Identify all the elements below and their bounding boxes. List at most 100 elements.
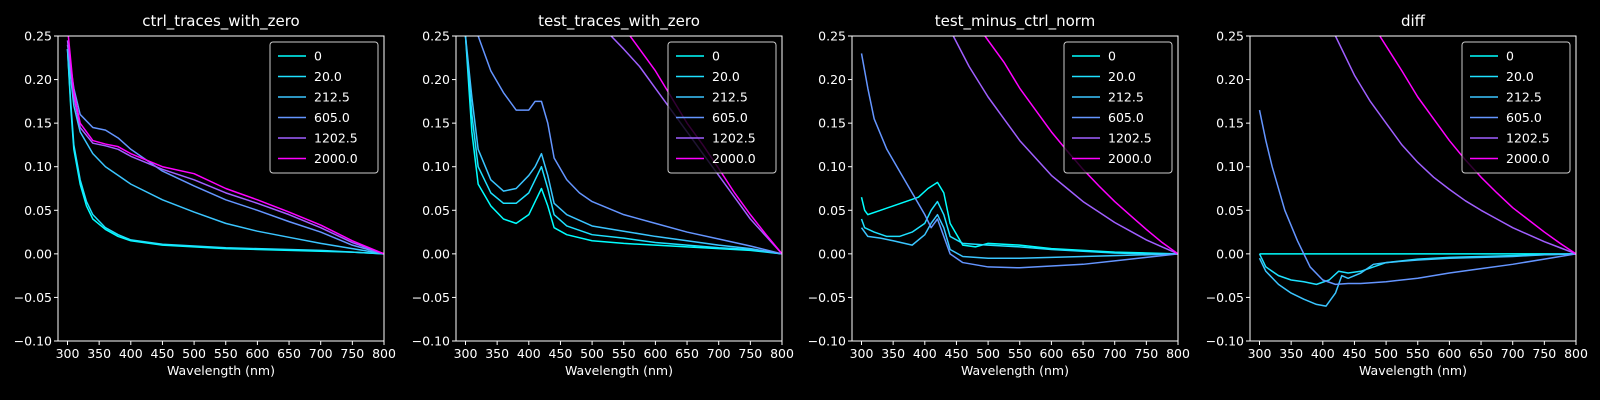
- x-tick-label: 450: [151, 346, 175, 361]
- x-tick-label: 500: [1374, 346, 1398, 361]
- x-tick-label: 350: [485, 346, 509, 361]
- legend-entry: 212.5: [314, 90, 350, 105]
- x-tick-label: 700: [1501, 346, 1525, 361]
- x-tick-label: 800: [770, 346, 794, 361]
- plot-frame: [57, 35, 385, 342]
- x-axis-label: Wavelength (nm): [961, 363, 1069, 378]
- x-tick-label: 800: [372, 346, 396, 361]
- legend-entry: 605.0: [1506, 110, 1542, 125]
- x-tick-label: 600: [1039, 346, 1063, 361]
- x-tick-label: 350: [87, 346, 111, 361]
- legend-entry: 20.0: [712, 69, 740, 84]
- y-tick-label: 0.25: [1216, 29, 1244, 44]
- y-tick-label: 0.10: [1216, 159, 1244, 174]
- plot-frame: [851, 35, 1179, 342]
- legend-entry: 2000.0: [712, 151, 756, 166]
- series-line-2000.0: [1379, 36, 1576, 255]
- legend-box: [1063, 41, 1173, 174]
- x-tick-label: 500: [182, 346, 206, 361]
- y-tick-label: 0.15: [24, 116, 52, 131]
- y-tick-label: 0.20: [818, 72, 846, 87]
- x-tick-label: 500: [976, 346, 1000, 361]
- x-tick-label: 650: [277, 346, 301, 361]
- y-tick-label: 0.00: [1216, 246, 1244, 261]
- y-tick-label: 0.10: [818, 159, 846, 174]
- x-tick-label: 400: [119, 346, 143, 361]
- legend-entry: 0: [314, 49, 322, 64]
- plot-frame: [455, 35, 783, 342]
- y-tick-label: 0.00: [818, 246, 846, 261]
- legend-entry: 20.0: [1506, 69, 1534, 84]
- chart-panel-1: 300 350 400 450 500 550 600 650 700 750 800 −0.10 −0…: [14, 12, 396, 378]
- y-tick-label: 0.10: [422, 159, 450, 174]
- series-line-20.0: [464, 36, 782, 255]
- chart-title: test_minus_ctrl_norm: [935, 12, 1096, 31]
- x-tick-label: 300: [454, 346, 478, 361]
- x-tick-label: 300: [56, 346, 80, 361]
- plot-frame: [1249, 35, 1577, 342]
- series-line-2000.0: [67, 36, 384, 255]
- y-tick-label: 0.05: [1216, 203, 1244, 218]
- series-line-0: [66, 49, 384, 255]
- legend-box: [667, 41, 777, 174]
- y-tick-label: 0.10: [24, 159, 52, 174]
- legend-entry: 0: [1506, 49, 1514, 64]
- x-tick-label: 400: [1311, 346, 1335, 361]
- series-line-0: [860, 181, 1178, 255]
- x-tick-label: 300: [850, 346, 874, 361]
- legend: 0 20.0 212.5 605.0 1202.5 2000.0: [1461, 41, 1571, 174]
- legend-entry: 212.5: [712, 90, 748, 105]
- y-tick-label: −0.05: [1206, 290, 1244, 305]
- series-line-212.5: [1258, 253, 1576, 307]
- series-line-605.0: [1258, 109, 1576, 286]
- series-line-20.0: [860, 200, 1178, 255]
- legend-entry: 2000.0: [1506, 151, 1550, 166]
- x-tick-label: 550: [1406, 346, 1430, 361]
- y-tick-label: −0.10: [1206, 334, 1244, 349]
- x-tick-label: 550: [1008, 346, 1032, 361]
- legend-entry: 605.0: [314, 110, 350, 125]
- x-tick-label: 400: [913, 346, 937, 361]
- x-tick-label: 600: [643, 346, 667, 361]
- legend-entry: 20.0: [314, 69, 342, 84]
- legend-entry: 1202.5: [1108, 131, 1152, 146]
- chart-panel-3: 300 350 400 450 500 550 600 650 700 750 800 −0.10 −0…: [808, 12, 1190, 378]
- x-tick-label: 300: [1248, 346, 1272, 361]
- x-tick-label: 800: [1564, 346, 1588, 361]
- legend: 0 20.0 212.5 605.0 1202.5 2000.0: [269, 41, 379, 174]
- x-tick-label: 700: [309, 346, 333, 361]
- x-axis-label: Wavelength (nm): [1359, 363, 1467, 378]
- series-line-20.0: [66, 49, 384, 255]
- legend-entry: 1202.5: [1506, 131, 1550, 146]
- x-tick-label: 550: [214, 346, 238, 361]
- x-tick-label: 650: [675, 346, 699, 361]
- x-tick-label: 650: [1469, 346, 1493, 361]
- series-line-212.5: [860, 213, 1178, 259]
- y-tick-label: −0.05: [14, 290, 52, 305]
- x-tick-label: 450: [945, 346, 969, 361]
- legend-entry: 0: [712, 49, 720, 64]
- x-tick-label: 350: [1279, 346, 1303, 361]
- series-line-1202.5: [1334, 36, 1576, 255]
- x-tick-label: 750: [1532, 346, 1556, 361]
- y-tick-label: 0.15: [818, 116, 846, 131]
- y-tick-label: 0.05: [24, 203, 52, 218]
- x-tick-label: 700: [707, 346, 731, 361]
- y-tick-label: 0.25: [24, 29, 52, 44]
- series-line-605.0: [477, 36, 782, 255]
- legend-entry: 1202.5: [314, 131, 358, 146]
- y-tick-label: 0.20: [1216, 72, 1244, 87]
- chart-title: test_traces_with_zero: [538, 12, 700, 31]
- legend-entry: 605.0: [1108, 110, 1144, 125]
- series-line-1202.5: [952, 36, 1178, 255]
- x-tick-label: 650: [1071, 346, 1095, 361]
- series-line-1202.5: [66, 40, 384, 255]
- series-line-212.5: [464, 36, 782, 255]
- x-tick-label: 600: [245, 346, 269, 361]
- y-tick-label: −0.10: [412, 334, 450, 349]
- x-tick-label: 750: [1134, 346, 1158, 361]
- legend-box: [1461, 41, 1571, 174]
- legend-entry: 20.0: [1108, 69, 1136, 84]
- x-axis-label: Wavelength (nm): [565, 363, 673, 378]
